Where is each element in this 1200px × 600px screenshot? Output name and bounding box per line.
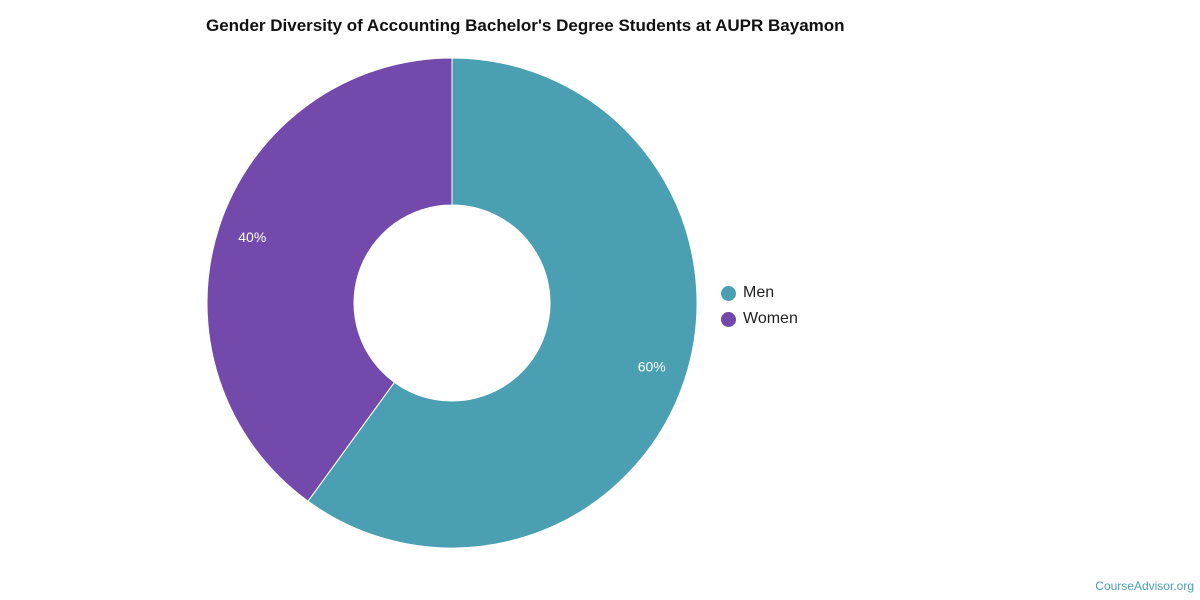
slice-men[interactable] bbox=[307, 57, 698, 549]
slice-women[interactable] bbox=[206, 57, 453, 502]
legend-item-women[interactable]: Women bbox=[721, 306, 798, 332]
legend-label-men: Men bbox=[743, 284, 775, 301]
data-label-women: 40% bbox=[238, 229, 266, 245]
legend-label-women: Women bbox=[743, 310, 798, 327]
watermark-link[interactable]: CourseAdvisor.org bbox=[1095, 579, 1194, 593]
legend-swatch-men bbox=[721, 285, 736, 301]
chart-legend: Men Women bbox=[721, 280, 798, 332]
legend-swatch-women bbox=[721, 311, 736, 327]
data-label-men: 60% bbox=[638, 359, 666, 375]
legend-item-men[interactable]: Men bbox=[721, 280, 798, 306]
chart-title: Gender Diversity of Accounting Bachelor'… bbox=[206, 16, 845, 35]
